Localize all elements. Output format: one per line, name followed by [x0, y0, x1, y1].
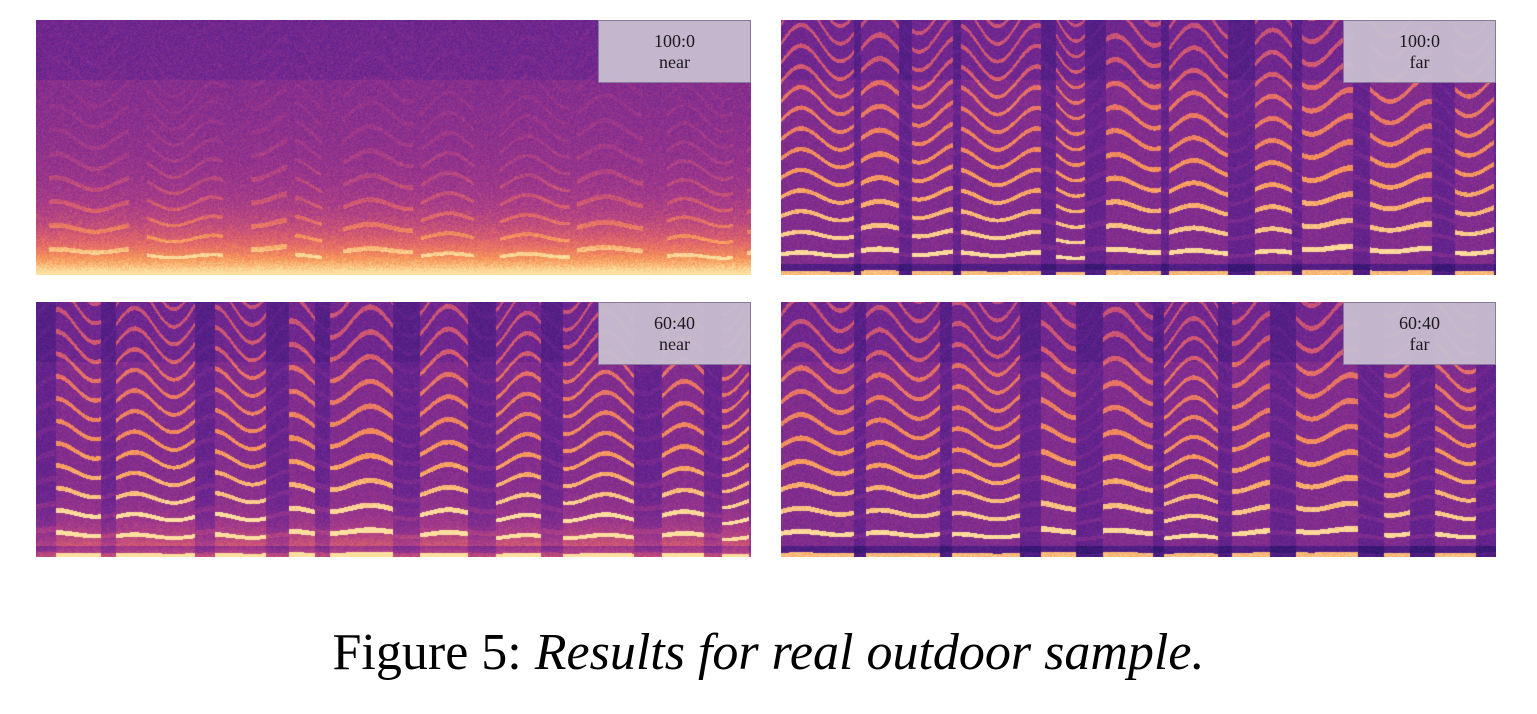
- caption-label: Figure 5:: [332, 624, 522, 681]
- caption-text: Results for real outdoor sample.: [534, 624, 1205, 681]
- figure-caption: Figure 5: Results for real outdoor sampl…: [0, 620, 1537, 686]
- spectrogram-100-0-far: 100:0 far: [781, 20, 1496, 275]
- mix-ratio: 100:0: [653, 31, 695, 51]
- panel-label: 60:40 near: [598, 302, 751, 365]
- panel-label: 100:0 far: [1343, 20, 1496, 83]
- mic-distance: near: [659, 52, 690, 72]
- spectrogram-60-40-far: 60:40 far: [781, 302, 1496, 557]
- spectrogram-100-0-near: 100:0 near: [36, 20, 751, 275]
- panel-label: 100:0 near: [598, 20, 751, 83]
- mic-distance: far: [1409, 334, 1430, 354]
- mic-distance: near: [659, 334, 690, 354]
- mix-ratio: 60:40: [653, 313, 695, 333]
- mic-distance: far: [1409, 52, 1430, 72]
- spectrogram-60-40-near: 60:40 near: [36, 302, 751, 557]
- panel-label: 60:40 far: [1343, 302, 1496, 365]
- mix-ratio: 60:40: [1398, 313, 1440, 333]
- mix-ratio: 100:0: [1398, 31, 1440, 51]
